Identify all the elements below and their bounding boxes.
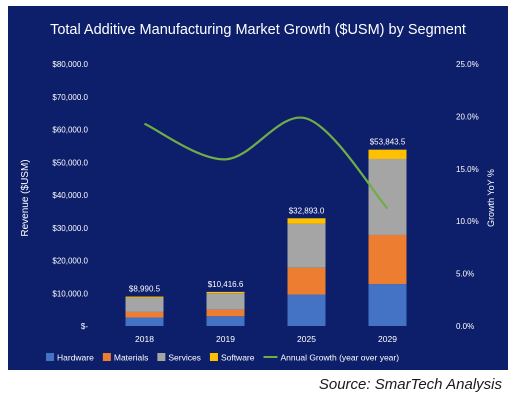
growth-line: [144, 116, 389, 210]
bar-software-2025: [287, 218, 326, 224]
annual-growth-line: [144, 116, 389, 210]
x-tick-label: 2019: [216, 334, 235, 344]
bar-hardware-2019: [206, 316, 245, 326]
legend-label: Materials: [114, 353, 148, 363]
y2-axis-label: Growth YoY %: [486, 169, 496, 227]
bar-software-2018: [125, 296, 164, 298]
y-tick-label: $60,000.0: [52, 126, 88, 135]
bar-materials-2029: [368, 234, 407, 285]
legend-swatch: [157, 353, 166, 361]
y2-tick-label: 10.0%: [456, 217, 479, 226]
bar-services-2018: [125, 297, 164, 312]
y-axis: $- $10,000.0 $20,000.0 $30,000.0 $40,000.0 $5…: [52, 60, 88, 331]
y2-tick-label: 15.0%: [456, 165, 479, 174]
legend-swatch: [102, 353, 111, 361]
bar-services-2025: [287, 223, 326, 268]
bars: [125, 149, 407, 326]
source-note: Source: SmarTech Analysis: [318, 376, 502, 393]
y-tick-label: $-: [81, 322, 88, 331]
y2-tick-label: 20.0%: [456, 112, 479, 121]
bar-hardware-2029: [368, 284, 407, 326]
bar-software-2029: [368, 149, 407, 159]
bar-materials-2025: [287, 267, 326, 295]
bar-materials-2019: [206, 309, 245, 317]
y-tick-label: $30,000.0: [52, 224, 88, 233]
total-labels: $8,990.5 $10,416.6 $32,893.0 $53,843.5: [129, 138, 406, 294]
chart-title: Total Additive Manufacturing Market Grow…: [50, 22, 466, 38]
y-tick-label: $80,000.0: [52, 60, 88, 69]
x-tick-label: 2018: [135, 334, 154, 344]
y2-tick-label: 0.0%: [456, 322, 474, 331]
y-tick-label: $10,000.0: [52, 289, 88, 298]
total-label: $53,843.5: [370, 138, 406, 147]
x-axis: 2018 2019 2025 2029: [135, 334, 397, 344]
legend: Hardware Materials Services Software Annual …: [46, 353, 399, 363]
legend-label: Software: [221, 353, 255, 363]
bar-services-2029: [368, 158, 407, 235]
bar-services-2019: [206, 293, 245, 310]
y2-axis: 0.0% 5.0% 10.0% 15.0% 20.0% 25.0%: [456, 60, 479, 331]
total-label: $32,893.0: [289, 206, 325, 215]
legend-swatch: [209, 353, 218, 361]
chart-panel: Total Additive Manufacturing Market Grow…: [8, 6, 508, 370]
y-tick-label: $50,000.0: [52, 158, 88, 167]
bar-software-2019: [206, 291, 245, 294]
y2-tick-label: 5.0%: [456, 270, 474, 279]
legend-label: Hardware: [57, 353, 94, 363]
legend-label: Annual Growth (year over year): [280, 353, 399, 363]
bar-hardware-2018: [125, 317, 164, 326]
market-growth-chart: Total Additive Manufacturing Market Grow…: [20, 22, 496, 363]
y-tick-label: $20,000.0: [52, 257, 88, 266]
total-label: $10,416.6: [208, 280, 244, 289]
bar-hardware-2025: [287, 294, 326, 326]
total-label: $8,990.5: [129, 285, 161, 294]
legend-swatch: [46, 353, 54, 361]
y-tick-label: $40,000.0: [52, 191, 88, 200]
legend-label: Services: [168, 353, 201, 363]
y-axis-label: Revenue ($USM): [20, 159, 31, 236]
y-tick-label: $70,000.0: [52, 93, 88, 102]
y2-tick-label: 25.0%: [456, 60, 479, 69]
x-tick-label: 2029: [378, 334, 397, 344]
x-tick-label: 2025: [297, 334, 316, 344]
bar-materials-2018: [125, 311, 164, 318]
